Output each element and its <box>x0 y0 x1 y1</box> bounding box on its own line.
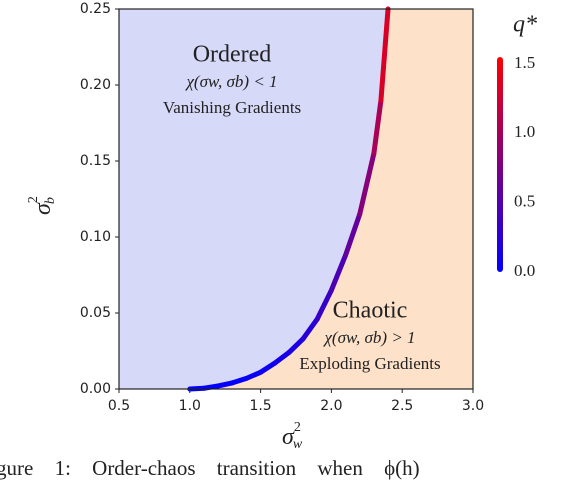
region-note: Vanishing Gradients <box>163 98 301 117</box>
critical-line-segment <box>314 287 334 322</box>
critical-line-segment <box>371 97 384 156</box>
critical-line-segment <box>258 360 278 375</box>
colorbar-tick-label: 0.0 <box>514 261 535 280</box>
y-tick-label: 0.25 <box>80 1 111 17</box>
region-title: Ordered <box>193 42 272 68</box>
colorbar <box>497 57 503 272</box>
region-condition: χ(σw, σb) < 1 <box>184 72 277 91</box>
colorbar-tick-label: 1.5 <box>514 53 535 72</box>
superscript: 2 <box>26 196 41 203</box>
superscript: 2 <box>294 420 301 435</box>
critical-line-segment <box>272 350 292 366</box>
critical-line-segment <box>378 6 391 103</box>
critical-line-segment <box>343 211 363 258</box>
colorbar-label: q* <box>513 12 537 38</box>
x-tick-label: 0.5 <box>108 398 130 414</box>
caption: gure 1: Order-chaos transition when ϕ(h) <box>0 456 420 480</box>
y-tick-label: 0.15 <box>80 153 111 169</box>
symbol: σ <box>30 202 56 215</box>
critical-line-segment <box>300 316 320 342</box>
y-tick-label: 0.00 <box>80 381 111 397</box>
y-tick-label: 0.10 <box>80 229 111 245</box>
ordered-region <box>119 9 389 389</box>
region-title: Chaotic <box>333 298 408 324</box>
symbol: σ <box>282 424 295 450</box>
x-tick-label: 1.0 <box>179 398 201 414</box>
x-axis-label: σ2 w <box>282 420 303 452</box>
critical-line-segment <box>243 369 264 381</box>
colorbar-tick-label: 0.5 <box>514 192 535 211</box>
plot-frame <box>118 8 474 390</box>
critical-line-segment <box>286 336 306 356</box>
x-tick-label: 2.5 <box>391 398 413 414</box>
critical-line-segment <box>357 150 377 217</box>
x-tick-label: 1.5 <box>249 398 271 414</box>
y-tick-label: 0.05 <box>80 305 111 321</box>
critical-line-segment <box>328 252 349 293</box>
y-axis-label: σ2 b <box>26 196 58 215</box>
colorbar-tick-label: 1.0 <box>514 122 535 141</box>
x-tick-label: 3.0 <box>462 398 484 414</box>
y-tick-label: 0.20 <box>80 77 111 93</box>
subscript: b <box>43 197 58 204</box>
x-tick-label: 2.0 <box>320 398 342 414</box>
region-note: Exploding Gradients <box>299 354 440 373</box>
subscript: w <box>293 437 303 452</box>
region-condition: χ(σw, σb) > 1 <box>322 328 415 347</box>
